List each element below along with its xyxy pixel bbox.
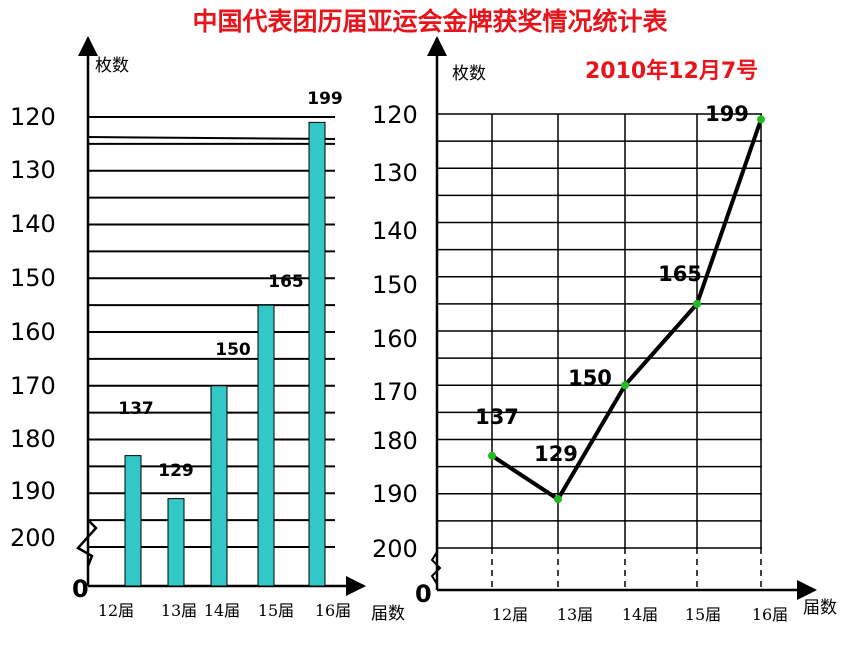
y-tick-label: 160 <box>372 325 418 353</box>
y-tick-label: 200 <box>10 524 56 552</box>
y-tick-label: 140 <box>372 217 418 245</box>
data-label: 165 <box>658 262 702 286</box>
data-point <box>621 381 629 390</box>
bar <box>167 498 185 587</box>
y-tick-label: 120 <box>10 103 56 131</box>
y-tick-label: 180 <box>10 425 56 453</box>
bar <box>210 385 228 587</box>
grid-line <box>87 136 336 140</box>
data-label: 137 <box>475 405 519 429</box>
origin-label: 0 <box>72 575 89 603</box>
y-tick-label: 150 <box>10 264 56 292</box>
data-label: 199 <box>705 102 749 126</box>
x-tick-label: 14届 <box>204 601 240 620</box>
x-tick-label: 15届 <box>258 601 294 620</box>
bar <box>257 304 275 587</box>
chart-title: 中国代表团历届亚运会金牌获奖情况统计表 <box>192 7 668 36</box>
y-axis-label: 枚数 <box>452 64 486 84</box>
data-label: 129 <box>534 442 578 466</box>
x-tick-label: 15届 <box>685 605 721 624</box>
bar <box>124 455 142 587</box>
y-tick-label: 190 <box>372 480 418 508</box>
x-tick-label: 12届 <box>492 605 528 624</box>
line-chart: 120 130 140 150 160 170 180 190 200 137 129 150 165 1… <box>372 36 837 624</box>
y-tick-label: 170 <box>10 372 56 400</box>
y-tick-label: 180 <box>372 427 418 455</box>
bar-chart: 120 130 140 150 160 170 180 190 200 137 129 150 165 1… <box>10 36 405 624</box>
bar <box>308 121 326 587</box>
chart-date: 2010年12月7号 <box>585 59 759 84</box>
series-line <box>490 118 763 502</box>
origin-label: 0 <box>415 580 432 608</box>
data-label: 150 <box>215 340 251 360</box>
y-tick-label: 160 <box>10 318 56 346</box>
x-tick-label: 12届 <box>98 601 134 620</box>
y-tick-label: 130 <box>10 156 56 184</box>
x-tick-label: 13届 <box>161 601 197 620</box>
y-tick-label: 190 <box>10 477 56 505</box>
axis-break <box>430 551 442 585</box>
data-label: 137 <box>118 399 154 419</box>
y-tick-label: 120 <box>372 101 418 129</box>
x-tick-label: 13届 <box>557 605 593 624</box>
data-point <box>554 495 562 504</box>
x-tick-label: 16届 <box>315 601 351 620</box>
data-label: 165 <box>268 272 304 292</box>
data-point <box>488 451 496 460</box>
data-label: 129 <box>158 461 194 481</box>
data-label: 150 <box>568 366 612 390</box>
y-tick-label: 150 <box>372 271 418 299</box>
data-point <box>693 299 701 308</box>
axis-break <box>76 519 98 567</box>
y-tick-label: 200 <box>372 535 418 563</box>
x-tick-label: 14届 <box>622 605 658 624</box>
data-label: 199 <box>307 89 343 109</box>
y-tick-label: 170 <box>372 378 418 406</box>
x-axis-label: 届数 <box>803 598 837 618</box>
x-axis-label: 届数 <box>371 604 405 624</box>
y-tick-label: 140 <box>10 210 56 238</box>
y-tick-label: 130 <box>372 159 418 187</box>
data-point <box>757 115 765 124</box>
x-tick-label: 16届 <box>752 605 788 624</box>
y-axis-label: 枚数 <box>95 56 129 76</box>
